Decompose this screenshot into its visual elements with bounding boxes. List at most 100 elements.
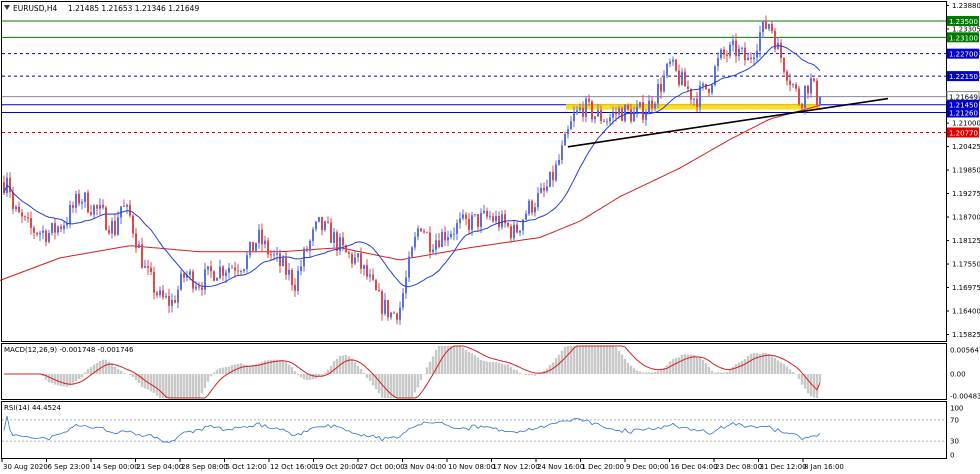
candle-body: [420, 228, 422, 232]
candle-body: [171, 300, 173, 306]
candle-body: [588, 98, 590, 102]
macd-bar: [728, 369, 732, 375]
price-tick-label: 1.19850: [952, 167, 980, 175]
macd-bar: [581, 346, 585, 375]
macd-bar: [197, 374, 201, 398]
candle-body: [384, 300, 386, 314]
time-tick-label: 1 Dec 20:00: [582, 463, 625, 471]
candle-body: [339, 237, 341, 251]
level-tag: [947, 48, 979, 59]
candle-body: [714, 66, 716, 85]
macd-bar: [629, 365, 633, 375]
macd-bar: [68, 374, 72, 386]
candle-body: [540, 188, 542, 193]
candle-body: [153, 271, 155, 293]
time-tick-label: 23 Dec 08:00: [715, 463, 762, 471]
candle-body: [654, 103, 656, 109]
dropdown-triangle-icon: [4, 5, 10, 10]
support-zone: [566, 103, 820, 110]
candle-body: [648, 100, 650, 113]
candle-body: [759, 32, 761, 51]
macd-bar: [479, 359, 483, 375]
macd-bar: [83, 372, 87, 375]
macd-bar: [614, 347, 618, 375]
macd-bar: [458, 346, 462, 375]
candle-body: [243, 269, 245, 272]
candle-body: [183, 273, 185, 278]
candle-body: [621, 108, 623, 121]
candle-body: [774, 30, 776, 50]
level-tag-label: 1.23100: [949, 34, 978, 42]
candle-body: [801, 104, 803, 108]
macd-bar: [80, 374, 84, 377]
candle-body: [267, 240, 269, 255]
macd-bar: [662, 367, 666, 375]
level-labels: 1.23500 1.23100 1.22700 1.22150 1.216491.214…: [946, 15, 980, 138]
macd-bar: [809, 374, 813, 397]
macd-bar: [638, 371, 642, 375]
macd-bar: [224, 367, 228, 375]
candle-body: [792, 84, 794, 86]
time-tick-label: 12 Oct 16:00: [270, 463, 316, 471]
candle-body: [723, 49, 725, 55]
macd-bar: [191, 374, 195, 398]
macd-bar: [533, 374, 537, 376]
macd-bar: [755, 353, 759, 375]
candle-body: [750, 57, 752, 59]
candle-body: [495, 215, 497, 222]
macd-bar: [725, 371, 729, 375]
candle-body: [465, 214, 467, 220]
macd-bar: [209, 374, 213, 377]
macd-bar: [293, 371, 297, 375]
candle-body: [603, 120, 605, 122]
price-tick-label: 1.20425: [952, 143, 980, 151]
macd-bar: [476, 357, 480, 375]
macd-bar: [116, 369, 120, 375]
candle-body: [150, 267, 152, 272]
macd-bar: [371, 374, 375, 386]
macd-bar: [818, 374, 822, 383]
candle-body: [309, 240, 311, 251]
macd-bar: [431, 356, 435, 375]
candle-body: [441, 231, 443, 248]
macd-bar: [593, 346, 597, 375]
candle-body: [177, 289, 179, 303]
candle-body: [678, 70, 680, 85]
macd-bar: [446, 346, 450, 375]
macd-bar: [131, 374, 135, 378]
candle-body: [483, 210, 485, 213]
macd-bar: [713, 372, 717, 375]
macd-bar: [263, 360, 267, 375]
candle-body: [378, 289, 380, 292]
candle-body: [456, 223, 458, 234]
level-tag-label: 1.21260: [949, 109, 978, 117]
macd-bar: [575, 346, 579, 375]
macd-bar: [248, 365, 252, 375]
level-tag-label: 1.21649: [949, 94, 978, 102]
macd-bar: [689, 354, 693, 375]
macd-bar: [707, 366, 711, 375]
candle-body: [234, 267, 236, 271]
macd-bar: [503, 364, 507, 375]
rsi-tick-label: 0: [950, 452, 954, 460]
macd-bar: [527, 374, 531, 376]
candle-body: [198, 286, 200, 288]
macd-bar: [590, 346, 594, 375]
candle-body: [201, 287, 203, 290]
candle-body: [126, 204, 128, 207]
candle-body: [144, 266, 146, 268]
macd-bar: [440, 346, 444, 375]
symbol-label: EURUSD,H4: [13, 4, 57, 13]
macd-bar: [767, 354, 771, 375]
macd-bar: [665, 365, 669, 375]
macd-bar: [323, 372, 327, 375]
macd-bar: [797, 374, 801, 380]
candle-body: [72, 205, 74, 208]
candle-body: [627, 104, 629, 110]
candle-body: [192, 271, 194, 289]
macd-bar: [194, 374, 198, 398]
candle-body: [111, 220, 113, 234]
macd-tick-label: 0.00: [950, 371, 966, 379]
candle-body: [237, 270, 239, 272]
